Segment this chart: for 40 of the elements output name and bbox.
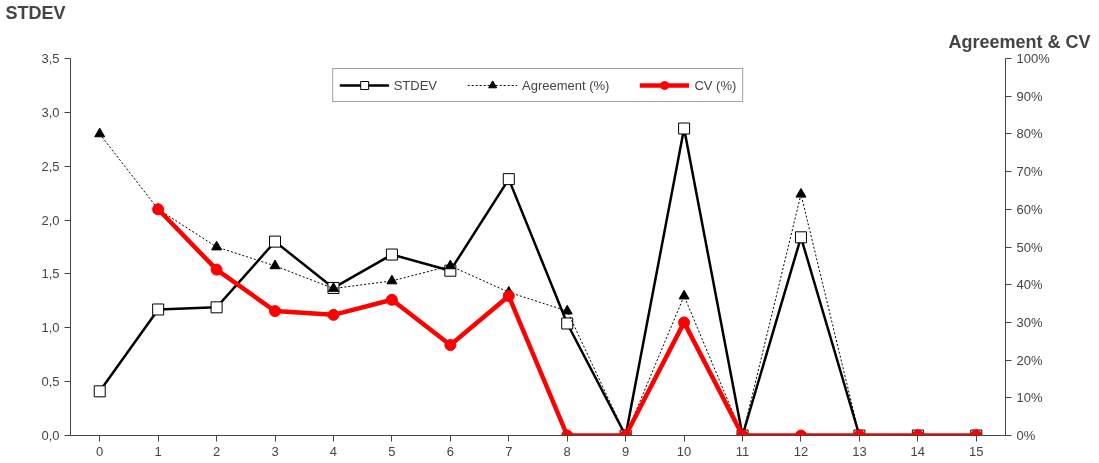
x-tick-label: 9 <box>622 443 630 459</box>
y-tick-label: 3,0 <box>41 104 60 120</box>
y2-tick-label: 50% <box>1016 239 1043 255</box>
y2-tick-label: 70% <box>1016 164 1043 180</box>
y2-tick-label: 90% <box>1016 88 1043 104</box>
x-tick-label: 3 <box>271 443 279 459</box>
y-axis-title: STDEV <box>5 2 66 23</box>
y-tick-label: 1,5 <box>41 266 60 282</box>
x-tick-label: 12 <box>793 443 809 459</box>
y-tick-label: 0,5 <box>41 374 60 390</box>
legend-label: STDEV <box>393 77 438 93</box>
y2-tick-label: 40% <box>1016 277 1043 293</box>
x-tick-label: 15 <box>969 443 984 459</box>
y-tick-label: 0,0 <box>41 428 60 443</box>
y-tick-label: 2,5 <box>41 158 60 174</box>
x-tick-label: 6 <box>446 443 454 459</box>
x-tick-label: 2 <box>212 443 221 459</box>
y2-tick-label: 0% <box>1016 428 1036 443</box>
y-tick-label: 3,5 <box>41 51 60 66</box>
x-tick-label: 10 <box>676 443 692 459</box>
y2-tick-label: 30% <box>1016 314 1043 330</box>
y2-tick-label: 100% <box>1016 51 1051 66</box>
x-tick-label: 7 <box>505 443 513 459</box>
y2-axis-title: Agreement & CV <box>948 31 1091 52</box>
y2-tick-label: 80% <box>1016 126 1043 142</box>
x-tick-label: 14 <box>910 443 926 459</box>
x-tick-label: 4 <box>329 443 338 459</box>
legend-label: Agreement (%) <box>522 77 610 93</box>
x-tick-label: 0 <box>96 443 104 459</box>
y2-tick-label: 60% <box>1016 201 1043 217</box>
legend-label: CV (%) <box>694 77 737 93</box>
x-tick-label: 1 <box>154 443 162 459</box>
x-tick-label: 13 <box>852 443 867 459</box>
x-tick-label: 11 <box>735 443 750 459</box>
y2-tick-label: 20% <box>1016 352 1043 368</box>
x-tick-label: 8 <box>563 443 571 459</box>
x-tick-label: 5 <box>388 443 396 459</box>
y-tick-label: 1,0 <box>41 320 60 336</box>
y-tick-label: 2,0 <box>41 212 60 228</box>
y2-tick-label: 10% <box>1016 390 1043 406</box>
